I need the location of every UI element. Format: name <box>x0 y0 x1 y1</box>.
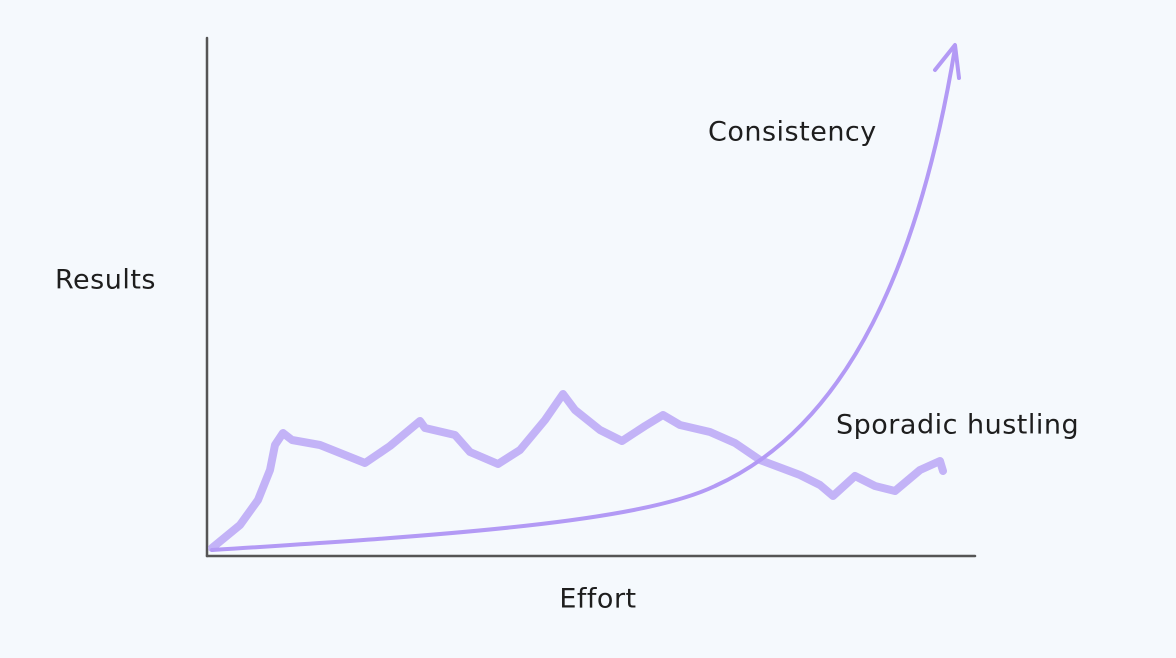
curve-label: Consistency <box>708 117 877 148</box>
consistency-curve <box>210 46 957 552</box>
x-axis-label: Effort <box>559 584 636 615</box>
arrow-head <box>933 43 961 80</box>
curve-label: Sporadic hustling <box>836 410 1079 441</box>
sporadic-curve <box>208 390 947 552</box>
y-axis-label: Results <box>55 265 156 296</box>
